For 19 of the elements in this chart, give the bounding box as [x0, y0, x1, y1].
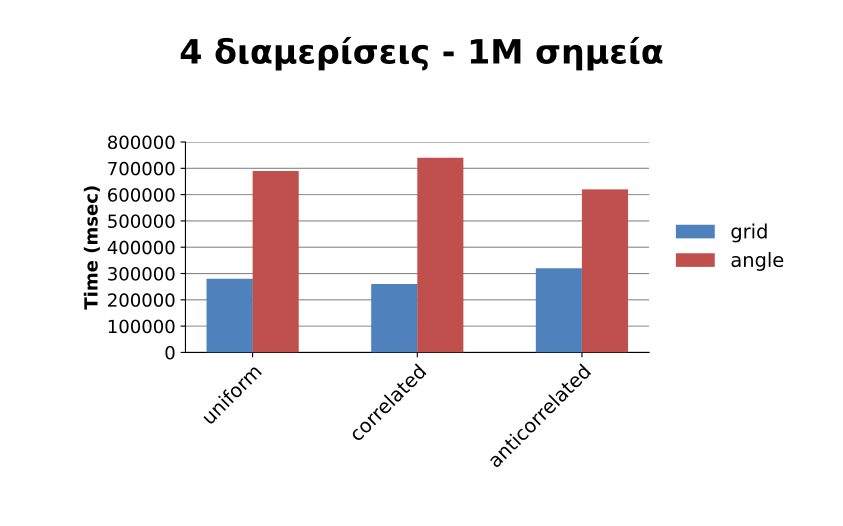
y-tick-label: 800000 [108, 135, 175, 150]
y-tick-label: 0 [165, 346, 175, 360]
bar [371, 284, 418, 352]
bar [252, 170, 299, 352]
bar [417, 158, 464, 352]
y-axis-title: Time (msec) [84, 186, 100, 310]
y-tick-label: 600000 [108, 188, 175, 202]
legend-label: angle [731, 252, 784, 271]
y-tick-label: 400000 [108, 240, 175, 254]
y-tick-label: 200000 [108, 293, 175, 307]
bar [536, 268, 582, 352]
y-tick-label: 500000 [108, 214, 175, 228]
y-tick-label: 100000 [108, 320, 175, 334]
chart-title: 4 διαμερίσεις - 1M σημεία [180, 36, 662, 70]
legend-label: grid [731, 224, 767, 242]
y-tick-label: 300000 [108, 266, 175, 281]
bar [206, 278, 253, 352]
y-tick-label: 700000 [108, 162, 175, 176]
bar [582, 189, 628, 352]
